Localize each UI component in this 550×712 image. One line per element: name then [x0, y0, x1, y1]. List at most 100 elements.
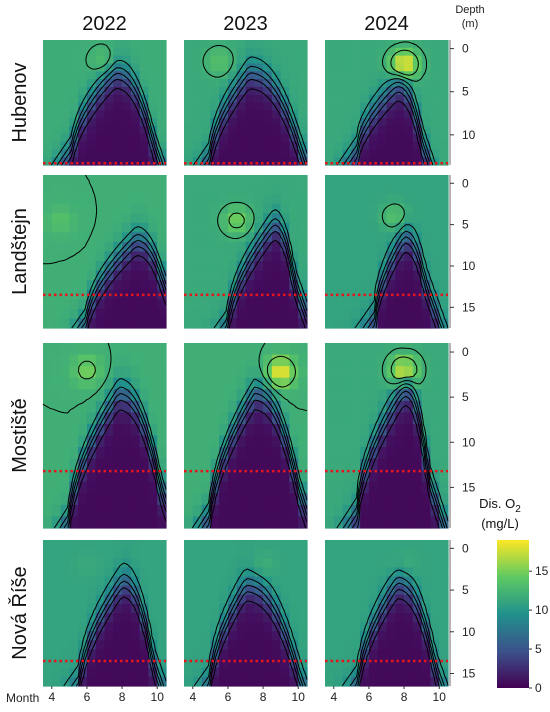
heat-cell — [69, 102, 79, 111]
heat-cell — [439, 447, 449, 460]
heat-cell — [201, 94, 211, 104]
heat-cell — [342, 241, 352, 253]
heat-cell — [184, 549, 194, 559]
heat-cell — [439, 63, 449, 72]
heat-cell — [333, 377, 344, 390]
heat-cell — [78, 412, 88, 425]
heat-cell — [377, 86, 388, 96]
heat-cell — [236, 241, 247, 253]
heat-cell — [351, 354, 361, 367]
heat-cell — [298, 118, 308, 127]
heat-cell — [122, 481, 132, 494]
heat-cell — [280, 110, 291, 119]
heat-cell — [139, 47, 150, 57]
heat-cell — [227, 516, 238, 529]
heat-cell — [201, 203, 211, 214]
heat-cell — [122, 102, 132, 111]
heat-cell — [439, 118, 449, 127]
heat-cell — [377, 585, 388, 596]
heat-cell — [104, 613, 114, 623]
heat-cell — [201, 540, 211, 550]
heat-cell — [157, 400, 167, 413]
heat-cell — [184, 470, 194, 483]
heat-cell — [86, 157, 97, 166]
heat-cell — [236, 133, 247, 143]
heat-cell — [289, 318, 299, 329]
heat-cell — [245, 55, 255, 65]
heat-cell — [439, 366, 449, 379]
heat-cell — [289, 603, 299, 614]
heat-cell — [69, 400, 79, 413]
heat-cell — [412, 251, 423, 262]
heat-cell — [280, 308, 291, 320]
heat-cell — [104, 94, 114, 104]
heat-cell — [325, 55, 335, 65]
heat-cell — [201, 504, 211, 518]
heat-cell — [333, 184, 344, 195]
colorbar-unit: (mg/L) — [481, 516, 519, 531]
heat-cell — [412, 504, 423, 518]
heat-cell — [254, 308, 264, 320]
heat-cell — [271, 133, 282, 143]
heat-cell — [254, 493, 264, 506]
heat-cell — [113, 118, 123, 127]
heat-cell — [395, 435, 405, 448]
heat-cell — [192, 481, 203, 494]
heat-cell — [86, 55, 97, 65]
contour-line — [349, 576, 445, 687]
heat-cell — [157, 613, 167, 623]
heat-cell — [254, 458, 264, 471]
heat-cell — [236, 40, 247, 49]
heat-cell — [51, 576, 62, 587]
heat-cell — [113, 110, 123, 119]
heat-cell — [263, 354, 273, 367]
x-tick-label: 8 — [401, 690, 408, 704]
heat-cell — [342, 118, 352, 127]
heat-cell — [148, 504, 158, 518]
heat-cell — [430, 603, 440, 614]
heat-cell — [201, 603, 211, 614]
heat-cell — [219, 270, 229, 281]
heat-cell — [289, 540, 299, 550]
heat-cell — [69, 594, 79, 605]
heat-cell — [439, 567, 449, 578]
heat-cell — [184, 241, 194, 253]
heat-cell — [412, 667, 423, 678]
heat-cell — [271, 567, 282, 578]
heat-cell — [219, 576, 229, 587]
heat-cell — [439, 540, 449, 550]
heat-cell — [412, 435, 423, 448]
heat-cell — [51, 149, 62, 158]
heat-cell — [404, 63, 414, 72]
heat-cell — [430, 86, 440, 96]
heat-cell — [78, 458, 88, 471]
heat-cell — [227, 343, 238, 356]
heat-cell — [395, 667, 405, 678]
heat-cell — [122, 318, 132, 329]
heat-cell — [236, 412, 247, 425]
heat-cell — [263, 343, 273, 356]
heat-cell — [289, 63, 299, 72]
heat-cell — [412, 318, 423, 329]
heat-cell — [351, 299, 361, 310]
heat-cell — [368, 86, 379, 96]
heat-cell — [122, 222, 132, 233]
heat-cell — [333, 213, 344, 224]
heat-cell — [51, 516, 62, 529]
heat-cell — [51, 458, 62, 471]
heat-cell — [421, 110, 432, 119]
heat-cell — [395, 157, 405, 166]
heat-cell — [360, 377, 370, 390]
heat-cell — [210, 47, 220, 57]
heat-cell — [298, 110, 308, 119]
heat-cell — [201, 270, 211, 281]
heat-cell — [254, 47, 264, 57]
heat-cell — [298, 175, 308, 186]
heat-cell — [184, 585, 194, 596]
heat-cell — [395, 149, 405, 158]
heat-cell — [122, 86, 132, 96]
heat-cell — [298, 232, 308, 243]
heat-cell — [60, 251, 70, 262]
heat-cell — [236, 157, 247, 166]
heat-cell — [412, 493, 423, 506]
